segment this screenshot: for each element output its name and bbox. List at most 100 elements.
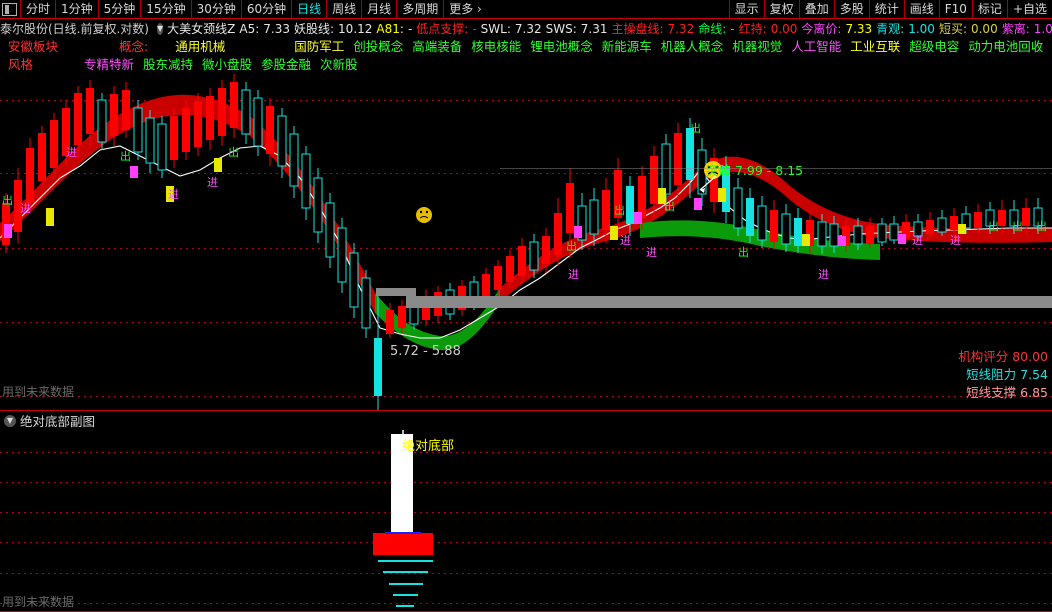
sub-grid-line	[0, 482, 1052, 483]
score-value: 80.00	[1012, 349, 1048, 364]
svg-text:进: 进	[646, 246, 657, 259]
svg-text:出: 出	[120, 149, 131, 163]
btn-multistock[interactable]: 多股	[833, 0, 869, 19]
future-data-note-top: 用到未来数据	[2, 385, 75, 399]
btn-f10[interactable]: F10	[938, 0, 972, 19]
field-value-qingguan: 1.00	[908, 21, 935, 36]
label-row-score: 机构评分 80.00	[958, 348, 1048, 366]
btn-add-watchlist[interactable]: +自选	[1006, 0, 1052, 19]
field-value-shortbuy: 0.00	[970, 21, 998, 36]
svg-text:进: 进	[207, 176, 218, 189]
right-indicator-labels: 机构评分 80.00 短线阻力 7.54 短线支撑 6.85	[958, 348, 1048, 402]
chart-canvas: 出 进 进 进 进 出 出 出 进 进 出 进 出 出 进 出 进 进 出 出	[0, 74, 1052, 410]
absolute-bottom-subchart[interactable]: 绝对底部 用到未来数据	[0, 430, 1052, 612]
svg-text:进: 进	[168, 188, 179, 201]
sub-grid-line	[0, 573, 1052, 574]
candlestick-series	[2, 74, 1043, 410]
collapse-icon[interactable]: ▼	[4, 414, 16, 427]
svg-text:出: 出	[614, 203, 625, 217]
field-label-qingguan: 青观:	[876, 22, 905, 36]
price-level-bar[interactable]	[406, 296, 1052, 308]
field-value-a5: 7.33	[263, 21, 290, 36]
magenta-markers	[4, 166, 906, 246]
svg-text:出: 出	[1012, 219, 1023, 233]
period-tab-4[interactable]: 30分钟	[190, 0, 241, 19]
btn-display[interactable]: 显示	[728, 0, 764, 19]
field-label-sws: SWS:	[545, 21, 577, 36]
period-tab-daily[interactable]: 日线	[291, 0, 326, 19]
chevron-down-icon[interactable]: ▼	[157, 22, 164, 35]
highlight-candles	[46, 158, 966, 246]
support-value: 6.85	[1020, 385, 1048, 400]
period-tab-3[interactable]: 15分钟	[140, 0, 190, 19]
price-level-line	[500, 168, 1052, 169]
svg-text:进: 进	[912, 234, 923, 247]
svg-text:进: 进	[20, 202, 31, 215]
trend-band-green-left	[375, 288, 500, 351]
field-label-life-line: 命线:	[698, 22, 727, 36]
period-toolbar: 分时 1分钟 5分钟 15分钟 30分钟 60分钟 日线 周线 月线 多周期 更…	[0, 0, 1052, 19]
svg-text:出: 出	[1036, 219, 1047, 233]
period-tab-0[interactable]: 分时	[20, 0, 55, 19]
period-tab-2[interactable]: 5分钟	[97, 0, 141, 19]
grid-line	[0, 100, 1052, 101]
field-label-a81: A81:	[376, 21, 404, 36]
svg-text:出: 出	[228, 145, 239, 159]
breakout-text: 突破 7.99 - 8.15	[706, 163, 804, 178]
window-icon[interactable]	[2, 2, 17, 16]
field-label-yaoguxian: 妖股线:	[294, 22, 335, 36]
btn-adjust[interactable]: 复权	[763, 0, 799, 19]
indicator-name: 大美女颈线Z	[167, 22, 236, 36]
svg-text:出: 出	[566, 239, 577, 253]
field-label-ziliu: 紫离:	[1001, 22, 1030, 36]
period-tab-8[interactable]: 月线	[361, 0, 396, 19]
grid-line	[0, 173, 1052, 174]
label-row-resistance: 短线阻力 7.54	[958, 366, 1048, 384]
grid-line	[0, 396, 1052, 397]
svg-text:进: 进	[620, 234, 631, 247]
field-value-life-line: -	[730, 21, 735, 36]
grid-line	[0, 322, 1052, 323]
period-tab-1[interactable]: 1分钟	[55, 0, 98, 19]
field-value-red-hold: 0.00	[770, 21, 798, 36]
breakout-annotation: 突破 7.99 - 8.15	[706, 160, 803, 179]
absolute-bottom-label: 绝对底部	[402, 439, 455, 454]
svg-text:进: 进	[66, 146, 77, 159]
range-price-label: 5.72 - 5.88	[390, 344, 461, 359]
field-value-lowpoint-support: -	[472, 21, 477, 36]
resistance-label: 短线阻力	[966, 367, 1017, 382]
support-label: 短线支撑	[966, 385, 1017, 400]
sub-grid-line	[0, 542, 1052, 543]
period-tab-7[interactable]: 周线	[326, 0, 361, 19]
svg-text:出: 出	[2, 193, 13, 207]
entry-exit-markers: 出 进 进 进 进 出 出 出 进 进 出 进 出 出 进 出 进 进 出 出	[2, 121, 1047, 281]
btn-overlay[interactable]: 叠加	[798, 0, 834, 19]
btn-drawline[interactable]: 画线	[903, 0, 939, 19]
period-tab-more[interactable]: 更多 ›	[443, 0, 487, 19]
btn-mark[interactable]: 标记	[971, 0, 1007, 19]
price-level-bar-left[interactable]	[376, 288, 416, 296]
main-candlestick-chart[interactable]: 出 进 进 进 进 出 出 出 进 进 出 进 出 出 进 出 进 进 出 出	[0, 38, 1052, 410]
field-value-swl: 7.32	[514, 21, 542, 36]
svg-text:进: 进	[568, 268, 579, 281]
field-label-red-hold: 红持:	[738, 22, 767, 36]
resistance-value: 7.54	[1020, 367, 1048, 382]
svg-text:出: 出	[988, 219, 999, 233]
field-label-shortbuy: 短买:	[938, 22, 967, 36]
field-value-main-line: 7.32	[667, 21, 695, 36]
field-value-today-price: 7.33	[845, 21, 873, 36]
sub-grid-line	[0, 452, 1052, 453]
period-tab-5[interactable]: 60分钟	[240, 0, 291, 19]
field-label-main-line: 主操盘线:	[611, 22, 664, 36]
period-tab-9[interactable]: 多周期	[396, 0, 443, 19]
subchart-title: 绝对底部副图	[20, 414, 96, 429]
field-label-a5: A5:	[239, 21, 260, 36]
pointer-line	[699, 175, 717, 191]
field-label-today-price: 今离价:	[801, 22, 842, 36]
svg-text:出: 出	[690, 121, 701, 135]
btn-statistics[interactable]: 统计	[868, 0, 904, 19]
label-row-support: 短线支撑 6.85	[958, 384, 1048, 402]
smiley-icon	[704, 161, 722, 179]
svg-text:出: 出	[664, 199, 675, 213]
